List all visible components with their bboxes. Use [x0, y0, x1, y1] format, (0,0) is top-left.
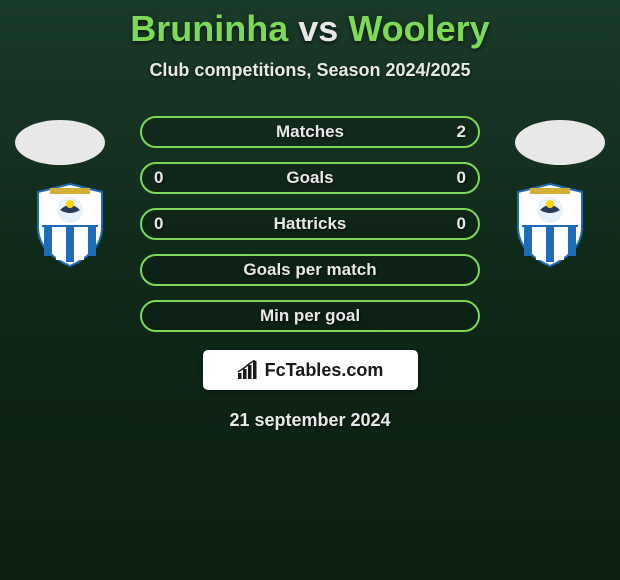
- stats-rows: Matches 2 0 Goals 0 0 Hattricks 0 Goals …: [140, 116, 480, 332]
- stat-label: Min per goal: [260, 306, 360, 326]
- brand-box[interactable]: FcTables.com: [203, 350, 418, 390]
- stat-label: Goals per match: [243, 260, 376, 280]
- player1-name: Bruninha: [130, 8, 288, 49]
- shield-icon: [30, 182, 110, 268]
- stat-row: 0 Goals 0: [140, 162, 480, 194]
- player2-avatar: [515, 120, 605, 165]
- player2-club-logo: [505, 180, 595, 270]
- stat-row: 0 Hattricks 0: [140, 208, 480, 240]
- stat-left-value: 0: [154, 168, 163, 188]
- chart-icon: [237, 360, 259, 380]
- subtitle: Club competitions, Season 2024/2025: [0, 60, 620, 81]
- brand-text: FcTables.com: [265, 360, 384, 381]
- date-text: 21 september 2024: [0, 410, 620, 431]
- stat-label: Hattricks: [274, 214, 347, 234]
- stat-left-value: 0: [154, 214, 163, 234]
- player2-name: Woolery: [348, 8, 489, 49]
- stat-right-value: 2: [457, 122, 466, 142]
- comparison-title: Bruninha vs Woolery: [0, 0, 620, 50]
- stat-right-value: 0: [457, 214, 466, 234]
- stat-row: Goals per match: [140, 254, 480, 286]
- player1-avatar: [15, 120, 105, 165]
- stat-row: Min per goal: [140, 300, 480, 332]
- vs-text: vs: [298, 8, 338, 49]
- stat-row: Matches 2: [140, 116, 480, 148]
- stat-right-value: 0: [457, 168, 466, 188]
- stat-label: Matches: [276, 122, 344, 142]
- player1-club-logo: [25, 180, 115, 270]
- content-area: Matches 2 0 Goals 0 0 Hattricks 0 Goals …: [0, 116, 620, 431]
- shield-icon: [510, 182, 590, 268]
- stat-label: Goals: [286, 168, 333, 188]
